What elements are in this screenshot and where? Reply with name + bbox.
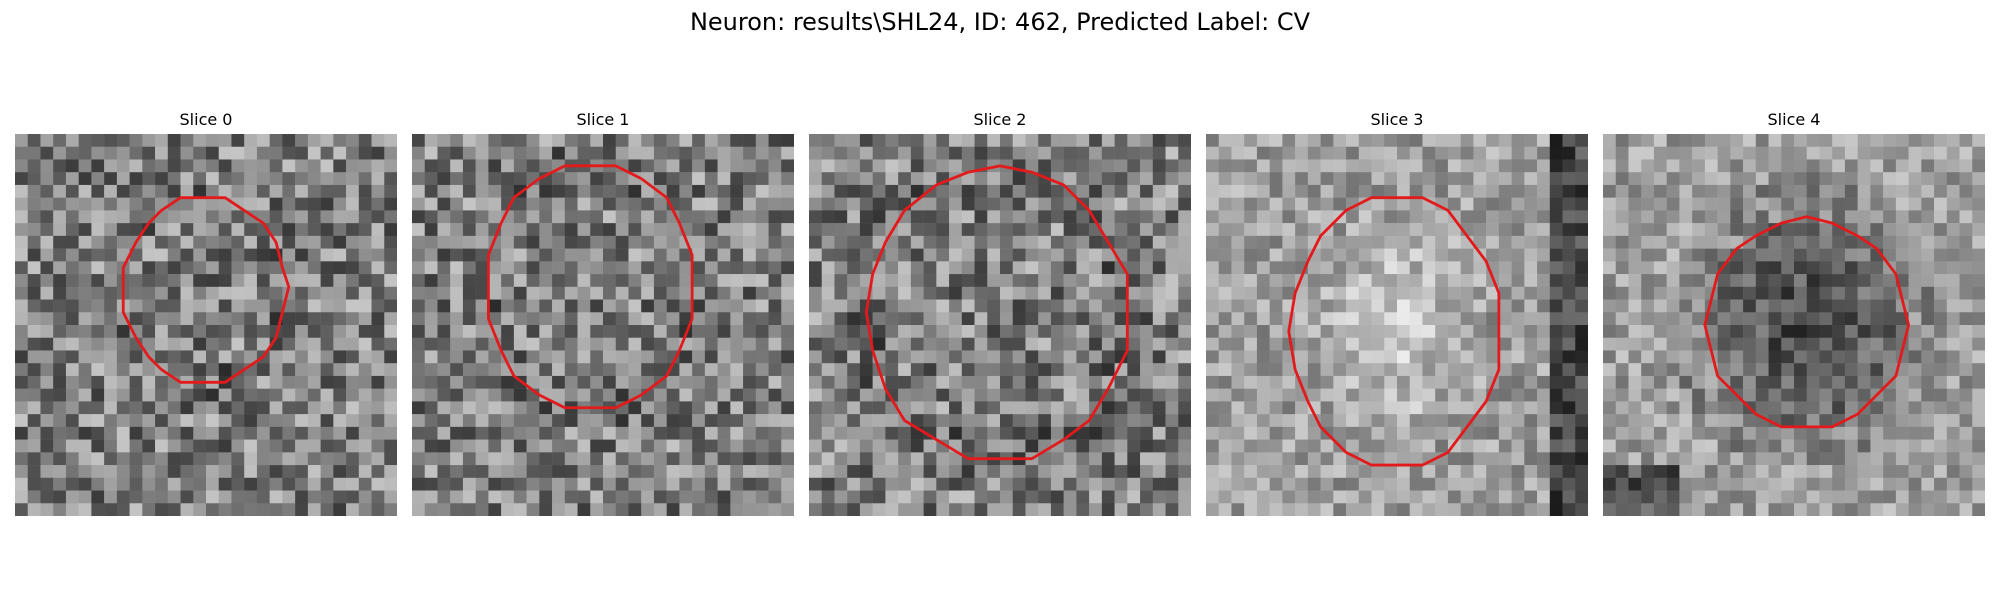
pixel-grid — [412, 134, 794, 516]
pixel-grid — [1603, 134, 1985, 516]
pixel-grid — [15, 134, 397, 516]
slice-panel-3: Slice 3 — [1206, 108, 1588, 516]
slice-title-0: Slice 0 — [179, 110, 233, 129]
slice-image-3 — [1206, 134, 1588, 516]
slice-panel-4: Slice 4 — [1603, 108, 1985, 516]
slice-image-0 — [15, 134, 397, 516]
roi-contour — [121, 196, 291, 384]
slice-panel-1: Slice 1 — [412, 108, 794, 516]
roi-contour — [1703, 215, 1911, 429]
roi-contour — [486, 164, 694, 410]
slice-title-1: Slice 1 — [576, 110, 630, 129]
slice-panel-0: Slice 0 — [15, 108, 397, 516]
slice-title-3: Slice 3 — [1370, 110, 1424, 129]
slice-title-2: Slice 2 — [973, 110, 1027, 129]
roi-contour — [1287, 196, 1501, 467]
slice-image-4 — [1603, 134, 1985, 516]
slice-panel-2: Slice 2 — [809, 108, 1191, 516]
pixel-grid — [809, 134, 1191, 516]
slice-image-1 — [412, 134, 794, 516]
roi-contour — [864, 164, 1129, 461]
pixel-grid — [1206, 134, 1588, 516]
figure-title: Neuron: results\SHL24, ID: 462, Predicte… — [689, 8, 1311, 36]
slice-image-2 — [809, 134, 1191, 516]
slice-title-4: Slice 4 — [1767, 110, 1821, 129]
